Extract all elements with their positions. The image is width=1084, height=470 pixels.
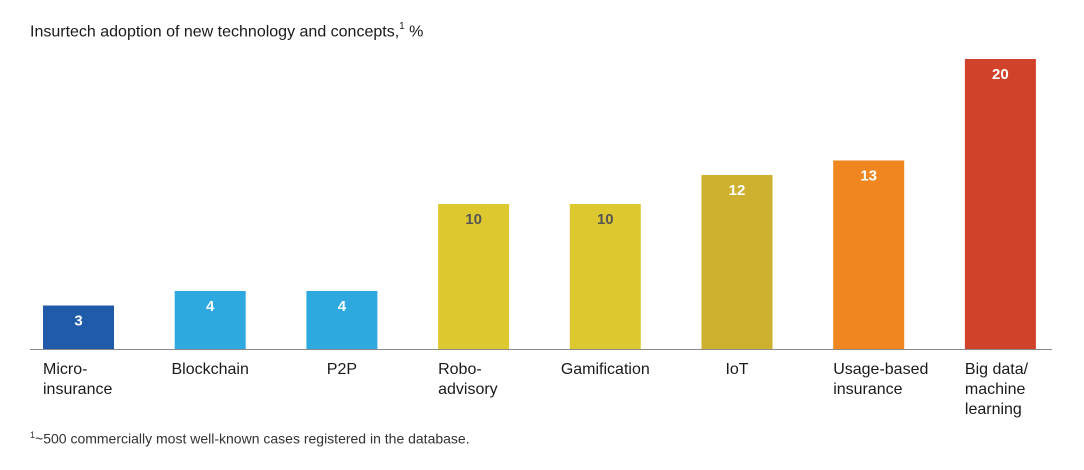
bar-value-label: 4 [338,298,347,315]
footnote-marker: 1 [30,430,36,440]
chart-title: Insurtech adoption of new technology and… [30,21,424,41]
category-label-line: P2P [327,361,357,378]
bar-value-label: 10 [465,211,482,228]
bar-value-label: 13 [860,168,877,185]
category-label: Big data/machine learning [965,361,1029,418]
bar [964,59,1036,349]
category-label: Usage-based insurance [833,361,928,398]
category-label: IoT [725,361,748,378]
category-label-line: machine [965,381,1026,398]
bar-chart: 3 Micro-insurance 4 Blockchain 4 P2P 10 Robo-ad… [30,59,1052,418]
bar-value-label: 12 [729,182,746,199]
footnote-text: ~500 commercially most well-known cases … [35,430,470,447]
category-label-line: Gamification [561,361,650,378]
category-label-line: Big data/ [965,361,1029,378]
chart-title-unit: % [409,23,424,41]
bar-value-label: 20 [992,66,1009,83]
category-label-line: Micro- [43,361,87,378]
category-label: Micro-insurance [43,361,112,398]
category-label-line: advisory [438,381,498,398]
category-label: P2P [327,361,357,378]
category-label-line: learning [965,401,1022,418]
category-label-line: insurance [833,381,902,398]
footnote: 1~500 commercially most well-known cases… [30,430,470,447]
bar [438,204,510,349]
category-label-line: IoT [725,361,748,378]
bar-value-label: 10 [597,211,614,228]
bar-value-label: 4 [206,298,215,315]
category-label-line: insurance [43,381,112,398]
category-label: Blockchain [172,361,249,378]
bar-value-label: 3 [74,313,82,330]
bar [701,175,773,349]
category-label-line: Robo- [438,361,482,378]
category-label: Gamification [561,361,650,378]
category-label-line: Blockchain [172,361,249,378]
bar [833,160,905,349]
chart-title-text: Insurtech adoption of new technology and… [30,23,400,41]
chart-title-footnote-marker: 1 [399,21,405,32]
category-label: Robo-advisory [438,361,498,398]
bar [174,291,246,349]
bar [43,305,114,349]
bar [306,291,378,349]
category-label-line: Usage-based [833,361,928,378]
bar [569,204,641,349]
